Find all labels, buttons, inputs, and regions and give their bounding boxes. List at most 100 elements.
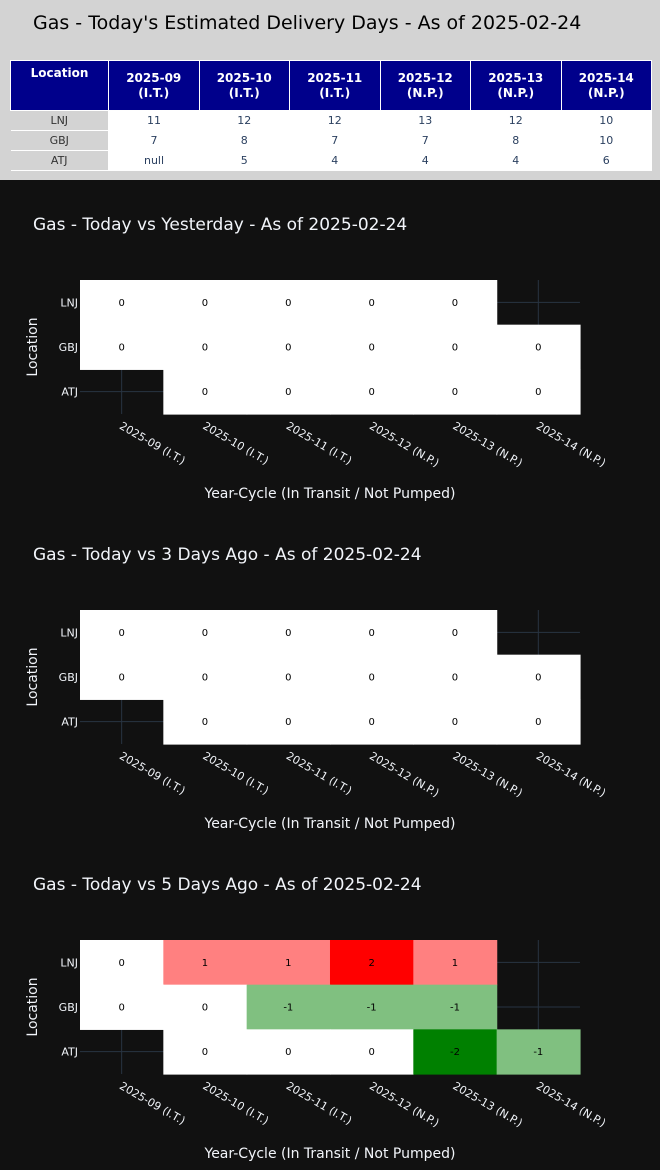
chart-title: Gas - Today vs 5 Days Ago - As of 2025-0… <box>33 875 422 895</box>
table-cell: 10 <box>561 110 652 131</box>
x-tick-label: 2025-09 (I.T.) <box>117 1079 187 1127</box>
x-axis-title: Year-Cycle (In Transit / Not Pumped) <box>204 1146 456 1162</box>
table-cell: 7 <box>108 130 199 151</box>
column-header: 2025-11 (I.T.) <box>289 60 381 111</box>
x-tick-label: 2025-09 (I.T.) <box>117 419 187 467</box>
column-header-cycle: 2025-10 <box>216 70 272 85</box>
column-header-cycle: 2025-14 <box>578 70 634 85</box>
cell-value-label: 0 <box>452 717 458 728</box>
cell-value-label: 1 <box>452 958 458 969</box>
column-header-cycle: 2025-11 <box>307 70 363 85</box>
cell-value-label: 0 <box>368 628 374 639</box>
table-cell: 6 <box>561 150 652 171</box>
column-header-cycle: 2025-09 <box>126 70 182 85</box>
heatmap-cell <box>413 654 498 700</box>
cell-value-label: -2 <box>450 1047 460 1058</box>
y-tick-label: LNJ <box>60 626 78 639</box>
column-header-status: (I.T.) <box>228 85 260 100</box>
cell-value-label: 0 <box>118 1003 124 1014</box>
cell-value-label: 0 <box>118 628 124 639</box>
heatmap-cell <box>329 699 414 745</box>
column-header-cycle: 2025-13 <box>488 70 544 85</box>
heatmap-cell <box>163 1029 248 1075</box>
heatmap-cell <box>413 1029 498 1075</box>
heatmap-cell <box>246 654 331 700</box>
cell-value-label: -1 <box>367 1003 377 1014</box>
chart-title: Gas - Today vs Yesterday - As of 2025-02… <box>33 215 407 235</box>
table-cell: 4 <box>289 150 380 171</box>
cell-value-label: 0 <box>118 343 124 354</box>
x-tick-label: 2025-12 (N.P.) <box>367 1079 441 1129</box>
y-tick-label: GBJ <box>59 671 78 684</box>
heatmap-panel-3-days: Gas - Today vs 3 Days Ago - As of 2025-0… <box>0 510 660 840</box>
y-axis-title: Location <box>25 977 41 1036</box>
cell-value-label: 0 <box>535 717 541 728</box>
column-header-status: (I.T.) <box>138 85 170 100</box>
x-tick-label: 2025-09 (I.T.) <box>117 749 187 797</box>
cell-value-label: 0 <box>285 628 291 639</box>
y-tick-label: LNJ <box>60 296 78 309</box>
heatmap-cell <box>163 610 248 656</box>
heatmap-cell <box>329 280 414 326</box>
heatmap-cell <box>246 1029 331 1075</box>
heatmap-cell <box>163 699 248 745</box>
heatmap-cell <box>413 324 498 370</box>
table-row: LNJ 11 12 12 13 12 10 <box>10 110 652 131</box>
heatmap-cell <box>413 369 498 415</box>
heatmap-cell <box>246 280 331 326</box>
y-axis-title: Location <box>25 647 41 706</box>
y-tick-label: LNJ <box>60 956 78 969</box>
table-cell: null <box>108 150 199 171</box>
x-tick-label: 2025-13 (N.P.) <box>450 749 524 799</box>
heatmap-cell <box>246 610 331 656</box>
cell-value-label: 0 <box>452 673 458 684</box>
cell-value-label: 0 <box>452 628 458 639</box>
cell-value-label: 1 <box>285 958 291 969</box>
heatmap-panel-5-days: Gas - Today vs 5 Days Ago - As of 2025-0… <box>0 840 660 1170</box>
row-location-cell: GBJ <box>10 130 109 151</box>
cell-value-label: 0 <box>368 387 374 398</box>
heatmap-chart-5-days: Gas - Today vs 5 Days Ago - As of 2025-0… <box>25 875 608 1162</box>
x-tick-label: 2025-11 (I.T.) <box>284 419 354 467</box>
cell-value-label: 0 <box>285 673 291 684</box>
column-header-status: (N.P.) <box>587 85 625 100</box>
heatmap-cell <box>329 324 414 370</box>
cell-value-label: 2 <box>368 958 374 969</box>
heatmap-cell <box>246 699 331 745</box>
table-cell: 10 <box>561 130 652 151</box>
heatmap-cell <box>496 1029 581 1075</box>
cell-value-label: 0 <box>202 298 208 309</box>
cell-value-label: 0 <box>535 387 541 398</box>
cell-value-label: -1 <box>450 1003 460 1014</box>
delivery-days-table: Location 2025-09 (I.T.) 2025-10 (I.T.) 202… <box>10 60 652 171</box>
heatmap-cell <box>496 369 581 415</box>
cell-value-label: 0 <box>202 1003 208 1014</box>
column-header-status: (N.P.) <box>406 85 444 100</box>
heatmap-cell <box>496 699 581 745</box>
cell-value-label: 0 <box>452 298 458 309</box>
column-header-status: (N.P.) <box>497 85 535 100</box>
table-cell: 12 <box>470 110 561 131</box>
cell-value-label: 0 <box>202 717 208 728</box>
cell-value-label: 0 <box>452 343 458 354</box>
cell-value-label: 0 <box>118 673 124 684</box>
table-row: GBJ 7 8 7 7 8 10 <box>10 130 652 151</box>
cell-value-label: 1 <box>202 958 208 969</box>
heatmap-cell <box>329 654 414 700</box>
heatmap-cell <box>163 280 248 326</box>
heatmap-cell <box>413 610 498 656</box>
heatmap-cell <box>80 654 164 700</box>
heatmap-cell <box>80 324 164 370</box>
page-title: Gas - Today's Estimated Delivery Days - … <box>33 12 582 34</box>
table-cell: 4 <box>470 150 561 171</box>
x-axis-title: Year-Cycle (In Transit / Not Pumped) <box>204 486 456 502</box>
heatmap-cell <box>163 654 248 700</box>
heatmap-cell <box>246 984 331 1030</box>
cell-value-label: 0 <box>202 1047 208 1058</box>
x-tick-label: 2025-11 (I.T.) <box>284 749 354 797</box>
cell-value-label: 0 <box>368 717 374 728</box>
table-cell: 13 <box>380 110 471 131</box>
table-header-row: Location 2025-09 (I.T.) 2025-10 (I.T.) 202… <box>10 60 652 111</box>
cell-value-label: 0 <box>368 298 374 309</box>
heatmap-cell <box>163 324 248 370</box>
